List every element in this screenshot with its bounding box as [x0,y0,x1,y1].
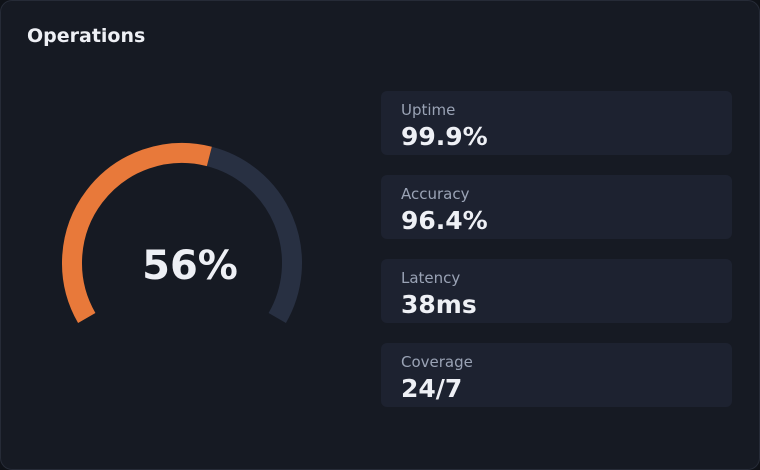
stat-label: Uptime [401,101,456,119]
stats: Uptime 99.9% Accuracy 96.4% Latency 38ms Cover… [381,91,732,427]
stat-label: Coverage [401,353,473,371]
gauge: 56% [62,143,302,323]
card-title: Operations [27,25,146,47]
stat-panel: Coverage 24/7 [381,343,732,407]
stat-label: Latency [401,269,461,287]
stat-value: 24/7 [401,374,463,403]
stat-value: 96.4% [401,206,488,235]
gauge-value-label: 56% [142,243,238,289]
stat-label: Accuracy [401,185,470,203]
stat-value: 38ms [401,290,477,319]
stat-panel: Uptime 99.9% [381,91,732,155]
gauge-fill [62,143,212,323]
stat-value: 99.9% [401,122,488,151]
gauge-track [206,146,302,323]
stat-panel: Accuracy 96.4% [381,175,732,239]
stat-panel: Latency 38ms [381,259,732,323]
